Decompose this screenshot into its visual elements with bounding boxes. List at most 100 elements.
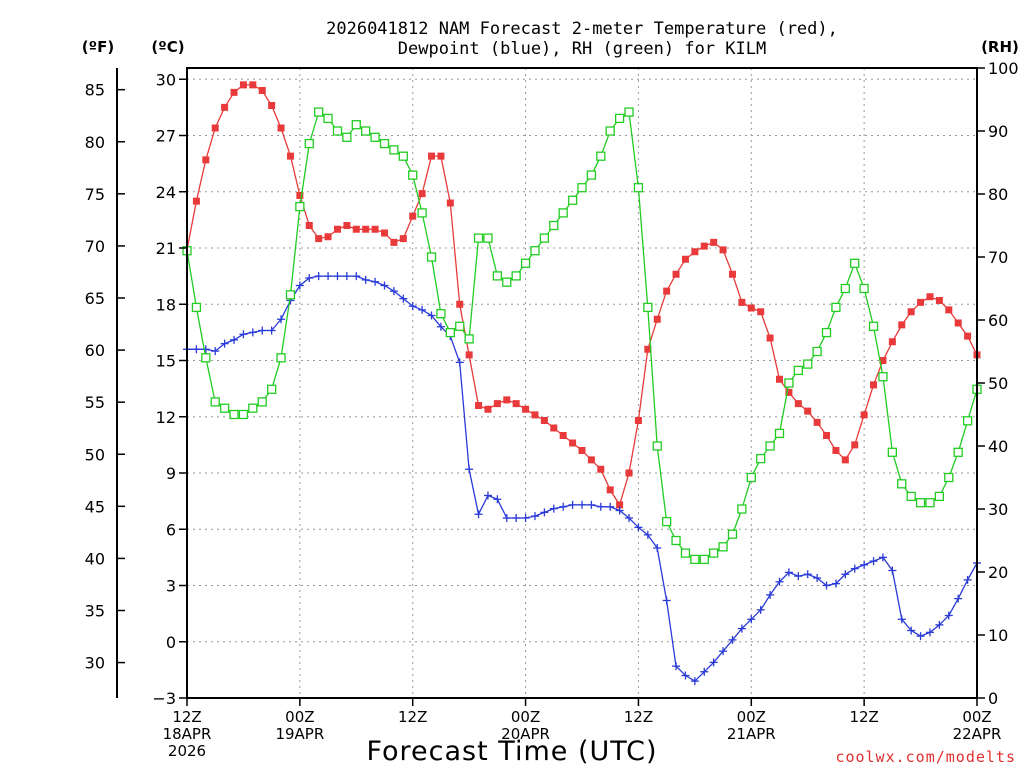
temperature-point bbox=[437, 152, 445, 160]
rh-point bbox=[774, 428, 785, 439]
dewpoint-point bbox=[690, 677, 699, 686]
dewpoint-point bbox=[916, 632, 925, 641]
temperature-point bbox=[804, 407, 812, 415]
temperature-point bbox=[945, 306, 953, 314]
temperature-point bbox=[710, 238, 718, 246]
dewpoint-point bbox=[220, 339, 229, 348]
temperature-point bbox=[559, 432, 567, 439]
rh-series bbox=[182, 107, 982, 565]
dewpoint-point bbox=[860, 560, 869, 569]
rh-point bbox=[737, 504, 747, 514]
temperature-point bbox=[531, 411, 539, 419]
temperature-point bbox=[813, 418, 821, 426]
dewpoint-point bbox=[408, 302, 417, 311]
temperature-point bbox=[230, 88, 238, 96]
temperature-point bbox=[399, 235, 407, 243]
temperature-point bbox=[907, 308, 915, 316]
temperature-point bbox=[691, 248, 699, 256]
dewpoint-point bbox=[766, 590, 775, 599]
plot-frame bbox=[186, 67, 978, 699]
rh-point bbox=[285, 290, 296, 300]
fahrenheit-tick-label: 35 bbox=[85, 602, 105, 621]
rh-point bbox=[577, 183, 587, 193]
rh-point bbox=[379, 138, 390, 149]
rh-point bbox=[671, 535, 681, 546]
fahrenheit-tick-label: 55 bbox=[85, 393, 105, 412]
temperature-point bbox=[578, 447, 586, 454]
temperature-point bbox=[192, 197, 200, 205]
temperature-series bbox=[183, 81, 981, 509]
rh-point bbox=[389, 145, 399, 155]
rh-point bbox=[295, 201, 305, 212]
rh-point bbox=[276, 353, 286, 363]
x-tick-label: 12Z bbox=[624, 708, 653, 726]
rh-point bbox=[690, 554, 700, 565]
dewpoint-point bbox=[305, 274, 314, 282]
temperature-point bbox=[381, 229, 388, 237]
rh-point bbox=[238, 409, 249, 420]
dewpoint-point bbox=[841, 570, 850, 579]
celsius-unit-label: (ºC) bbox=[151, 38, 184, 56]
rh-point bbox=[812, 346, 822, 357]
rh-point bbox=[840, 283, 850, 294]
rh-point bbox=[746, 472, 756, 483]
temperature-point bbox=[719, 246, 727, 254]
temperature-point bbox=[305, 222, 313, 229]
temperature-point bbox=[484, 405, 492, 413]
temperature-point bbox=[493, 400, 501, 408]
fahrenheit-tick-label: 40 bbox=[85, 549, 105, 568]
rh-point bbox=[332, 126, 343, 136]
rh-point bbox=[520, 258, 531, 268]
rh-point bbox=[953, 447, 963, 457]
temperature-point bbox=[672, 270, 680, 278]
temperature-point bbox=[587, 456, 595, 464]
grid-lines bbox=[187, 68, 977, 698]
temperature-point bbox=[926, 293, 934, 301]
rh-point bbox=[859, 283, 869, 294]
dewpoint-point bbox=[474, 510, 483, 519]
dewpoint-point bbox=[295, 281, 304, 290]
rh-tick-label: 80 bbox=[988, 185, 1008, 204]
dewpoint-point bbox=[248, 328, 257, 337]
temperature-point bbox=[522, 405, 530, 413]
celsius-tick-label: 12 bbox=[156, 408, 176, 427]
temperature-point bbox=[409, 212, 417, 220]
temperature-point bbox=[785, 388, 793, 396]
rh-tick-label: 70 bbox=[988, 248, 1008, 267]
fahrenheit-tick-label: 70 bbox=[85, 237, 105, 256]
dewpoint-point bbox=[935, 620, 944, 629]
fahrenheit-tick-label: 75 bbox=[85, 185, 105, 204]
fahrenheit-tick-label: 45 bbox=[85, 497, 105, 516]
dewpoint-point bbox=[230, 335, 239, 344]
dewpoint-point bbox=[399, 294, 408, 303]
rh-point bbox=[464, 334, 474, 344]
temperature-point bbox=[333, 225, 341, 233]
temperature-point bbox=[540, 417, 548, 424]
temperature-point bbox=[738, 298, 746, 306]
temperature-point bbox=[728, 270, 736, 278]
rh-point bbox=[868, 321, 879, 331]
temperature-point bbox=[597, 465, 605, 473]
dewpoint-point bbox=[672, 662, 681, 671]
x-axis-label: Forecast Time (UTC) bbox=[366, 736, 657, 767]
dewpoint-point bbox=[813, 574, 822, 582]
temperature-point bbox=[841, 456, 849, 464]
dewpoint-point bbox=[371, 277, 380, 286]
rh-point bbox=[718, 542, 728, 552]
chart-title-line-1: 2026041812 NAM Forecast 2-meter Temperat… bbox=[326, 19, 838, 39]
rh-point bbox=[502, 277, 512, 287]
rh-point bbox=[906, 491, 916, 502]
temperature-point bbox=[832, 447, 840, 454]
dewpoint-point bbox=[944, 611, 953, 620]
temperature-point bbox=[202, 156, 210, 164]
fahrenheit-tick-label: 50 bbox=[85, 445, 105, 464]
rh-tick-label: 40 bbox=[988, 437, 1008, 456]
temperature-point bbox=[653, 315, 661, 323]
rh-point bbox=[596, 151, 606, 161]
rh-point bbox=[417, 208, 427, 218]
rh-point bbox=[661, 516, 672, 527]
rh-tick-label: 10 bbox=[988, 626, 1008, 645]
temperature-point bbox=[870, 381, 878, 389]
dewpoint-point bbox=[267, 326, 276, 335]
rh-point bbox=[878, 372, 888, 382]
